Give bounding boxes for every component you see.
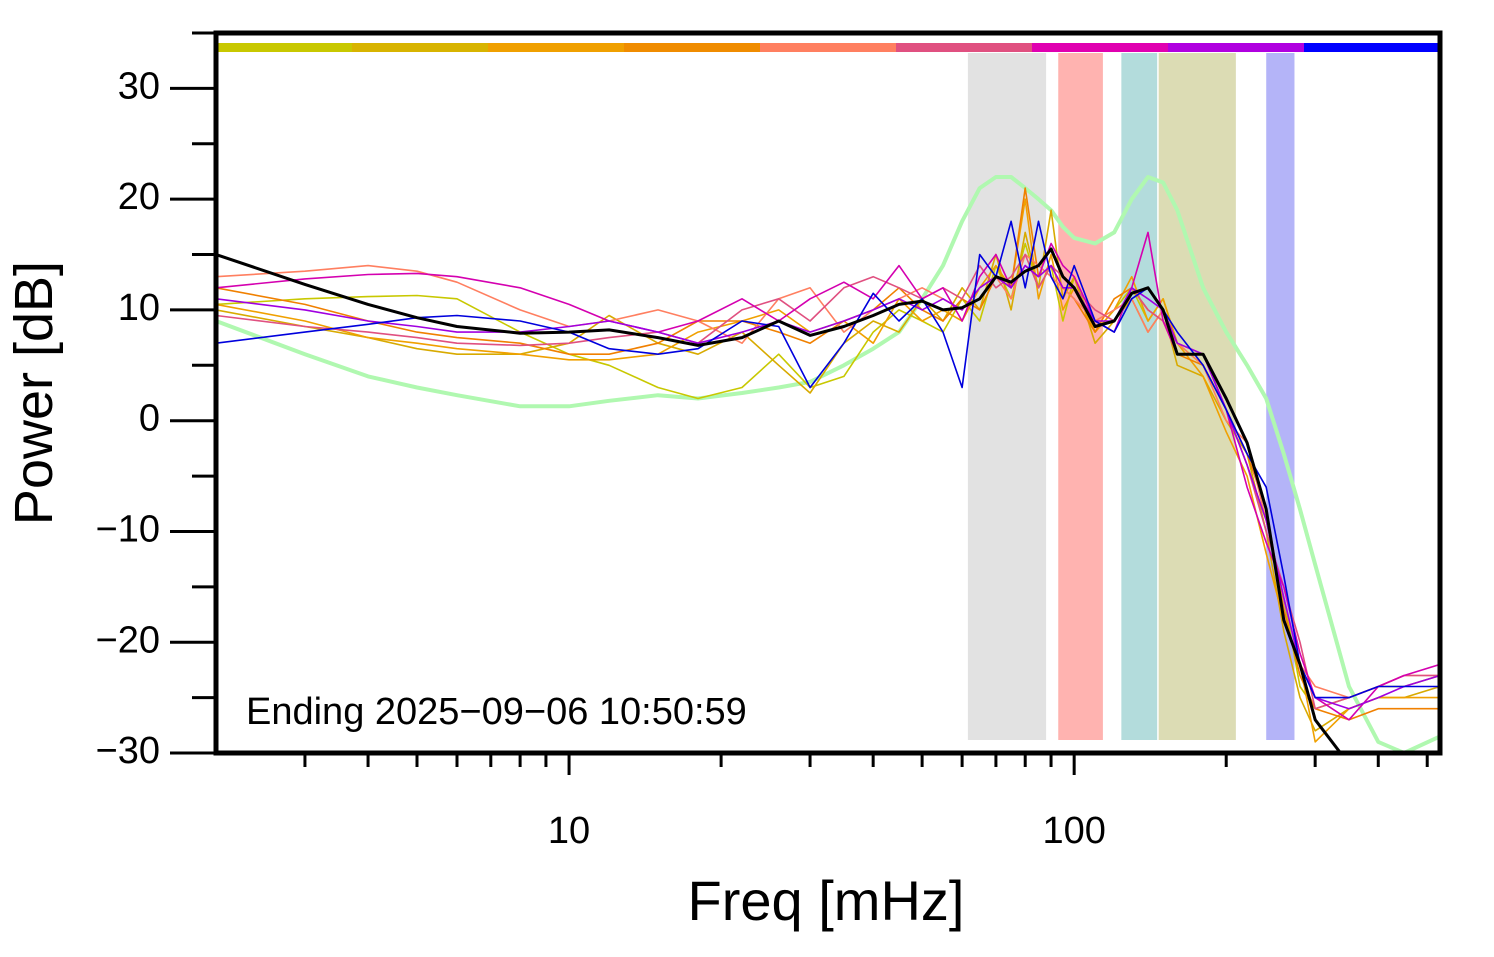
color-bar-segment: [760, 43, 896, 52]
axes: −30 −20 −10 0 10 20 30 10 100: [96, 30, 1443, 852]
band: [1158, 53, 1236, 740]
series-line: [216, 175, 1440, 753]
band: [967, 53, 1047, 740]
color-bar-segment: [896, 43, 1032, 52]
y-tick-label: −30: [96, 730, 160, 772]
color-bar-segment: [352, 43, 488, 52]
band: [1058, 53, 1103, 740]
lines: [216, 175, 1440, 753]
annotation: Ending 2025−09−06 10:50:59: [246, 691, 747, 733]
plot-frame: [213, 30, 1443, 756]
series-line: [216, 247, 1343, 753]
y-tick-label: 20: [118, 176, 160, 218]
y-tick-label: 0: [139, 398, 160, 440]
color-bar-segment: [1168, 43, 1304, 52]
series-line: [216, 253, 1440, 710]
x-tick-label: 100: [1042, 810, 1105, 852]
y-axis-title: Power [dB]: [4, 261, 64, 525]
y-tick-label: 10: [118, 287, 160, 329]
color-bar-segment: [1032, 43, 1168, 52]
x-tick-label: 10: [548, 810, 590, 852]
y-tick-label: 30: [118, 65, 160, 107]
series-line: [216, 220, 1440, 699]
color-bar-segment: [1304, 43, 1440, 52]
y-tick-label: −10: [96, 508, 160, 550]
x-axis-title: Freq [mHz]: [688, 869, 965, 932]
color-bar-segment: [488, 43, 624, 52]
series-line: [216, 187, 1440, 721]
y-tick-label: −20: [96, 619, 160, 661]
bands: [216, 43, 1440, 740]
color-bar-segment: [216, 43, 352, 52]
band: [1121, 53, 1158, 740]
color-bar-segment: [624, 43, 760, 52]
